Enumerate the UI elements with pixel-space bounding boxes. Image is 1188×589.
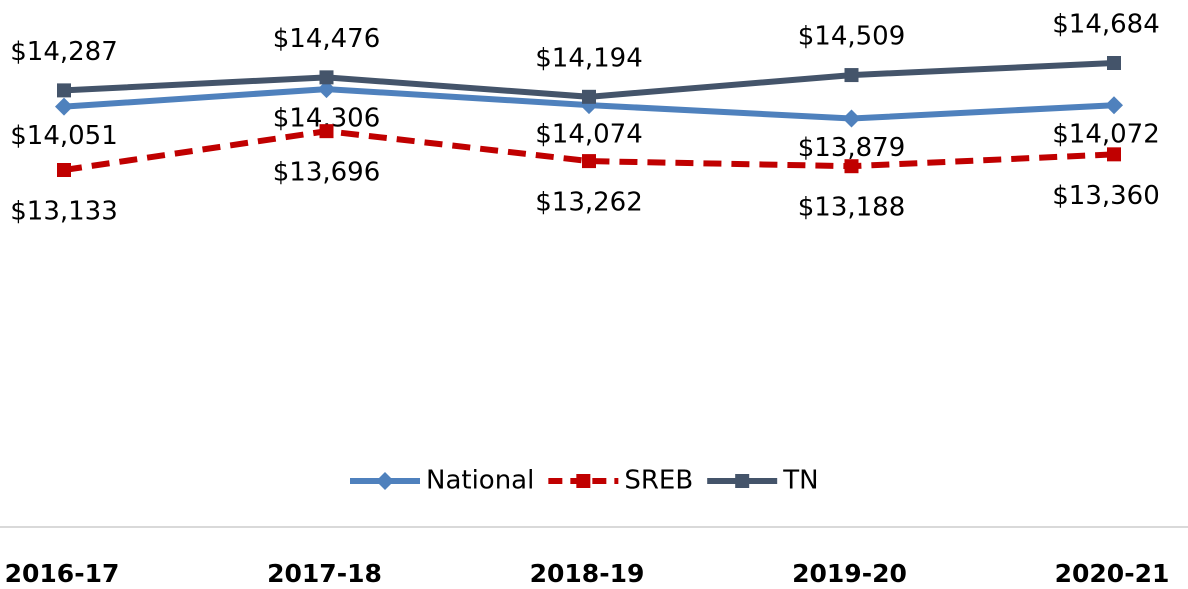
- data-label: $14,074: [535, 120, 643, 150]
- series-line: [63, 128, 1115, 173]
- x-tick-label: 2020-21: [1055, 559, 1170, 588]
- data-label: $14,287: [10, 37, 118, 67]
- point: [1107, 147, 1121, 162]
- data-label: $14,051: [10, 121, 118, 151]
- point: [844, 159, 859, 174]
- data-label: $14,509: [798, 22, 906, 52]
- legend-label: TN: [782, 466, 818, 496]
- point: [844, 68, 859, 83]
- point: [319, 70, 334, 85]
- legend-marker: [376, 472, 394, 490]
- point: [57, 163, 71, 177]
- x-tick-label: 2018-19: [530, 559, 645, 588]
- data-label: $13,879: [798, 133, 906, 163]
- x-tick-label: 2016-17: [5, 559, 120, 588]
- point: [1105, 96, 1123, 115]
- data-label: $13,262: [535, 188, 643, 218]
- legend-label: SREB: [624, 466, 693, 496]
- data-label: $14,684: [1052, 10, 1160, 40]
- point: [57, 83, 71, 98]
- point: [1107, 56, 1121, 70]
- data-label: $13,360: [1052, 181, 1160, 211]
- x-tick-label: 2019-20: [792, 559, 907, 588]
- data-label: $13,696: [273, 158, 381, 188]
- data-label: $14,194: [535, 43, 643, 73]
- data-label: $13,133: [10, 197, 118, 227]
- point: [317, 80, 336, 99]
- point: [319, 124, 334, 139]
- point: [55, 97, 73, 116]
- data-label: $13,188: [798, 193, 906, 223]
- data-label: $14,476: [273, 24, 381, 54]
- point: [842, 109, 861, 128]
- legend-label: National: [426, 466, 534, 496]
- x-tick-label: 2017-18: [267, 559, 382, 588]
- legend-marker: [576, 474, 591, 488]
- legend-marker: [735, 474, 750, 488]
- point: [582, 154, 596, 169]
- data-label: $14,072: [1052, 120, 1160, 150]
- point: [582, 89, 596, 104]
